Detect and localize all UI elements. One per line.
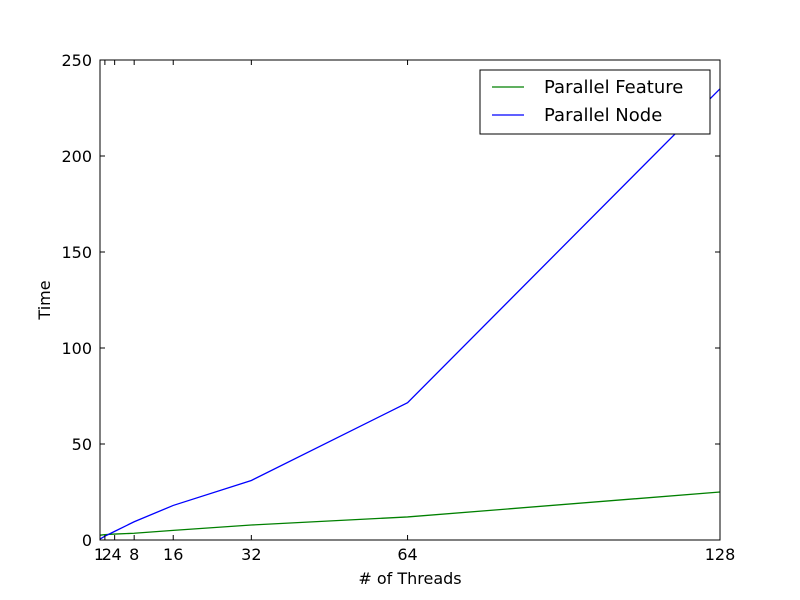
y-tick-label: 250	[61, 51, 92, 70]
series-line-2	[99, 88, 721, 540]
y-tick-label: 200	[61, 147, 92, 166]
x-tick-label: 32	[241, 545, 261, 564]
y-tick-label: 100	[61, 339, 92, 358]
x-tick-label: 64	[397, 545, 417, 564]
legend-label: Parallel Node	[544, 105, 662, 126]
y-tick-label: 0	[82, 531, 92, 550]
legend-box	[479, 69, 711, 135]
y-tick-label: 150	[61, 243, 92, 262]
tick-layer: 12 4 8 16 32 64 128 0 50 100 150 200 250	[61, 51, 735, 564]
x-tick-label: 16	[163, 545, 183, 564]
series-line-1	[99, 491, 721, 536]
x-tick-label: 128	[705, 545, 736, 564]
legend: Parallel Feature Parallel Node	[479, 69, 711, 135]
legend-label: Parallel Feature	[544, 77, 683, 98]
y-tick-label: 50	[72, 435, 92, 454]
x-axis-title: # of Threads	[358, 569, 461, 588]
y-axis-title: Time	[35, 280, 54, 320]
x-tick-label: 1	[94, 545, 104, 564]
plot-frame	[99, 59, 721, 541]
x-tick-label: 2	[102, 545, 112, 564]
x-tick-label: 8	[129, 545, 139, 564]
x-tick-label: 4	[112, 545, 122, 564]
series-layer	[99, 88, 721, 540]
